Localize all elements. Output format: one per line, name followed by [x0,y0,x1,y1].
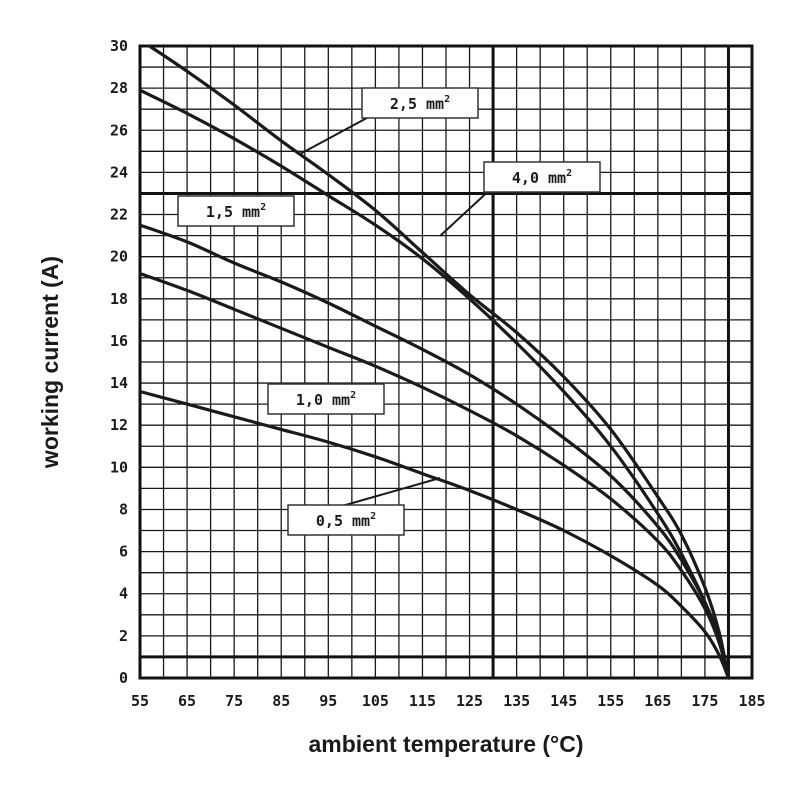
series-label-box [267,383,385,415]
series-line-15-mm2 [138,223,731,680]
series-label-text: 1,5 mm2 [206,202,266,221]
y-tick-label: 30 [110,37,128,55]
series-line-25-mm2 [147,44,731,680]
series-label-text: 1,0 mm2 [296,390,356,409]
series-label-10-mm2: 1,0 mm2 [267,383,385,415]
x-tick-label: 175 [691,692,718,710]
series-label-superscript: 2 [350,390,356,401]
series-label-main: 0,5 mm [316,512,370,530]
x-tick-label: 75 [225,692,243,710]
series-label-main: 2,5 mm [390,95,444,113]
y-tick-label: 2 [119,627,128,645]
y-tick-label: 14 [110,374,128,392]
x-tick-label: 85 [272,692,290,710]
x-tick-label: 105 [362,692,389,710]
series-label-text: 4,0 mm2 [512,168,572,187]
series-label-text: 2,5 mm2 [390,94,450,113]
series-line-40-mm2 [138,88,731,680]
leader-line-40 [439,185,495,237]
series-label-15-mm2: 1,5 mm2 [177,195,295,227]
x-tick-label: 145 [550,692,577,710]
y-tick-label: 0 [119,669,128,687]
y-tick-label: 22 [110,206,128,224]
y-tick-label: 10 [110,458,128,476]
y-tick-label: 16 [110,332,128,350]
grid-major [140,46,752,678]
series-label-superscript: 2 [260,202,266,213]
series-label-box [287,504,405,536]
y-tick-label: 18 [110,290,128,308]
y-axis-title: working current (A) [37,256,63,469]
series-layer [138,44,731,680]
x-tick-labels: 55 65 75 85 95 105 115 125 135 145 155 165 175 185 [131,692,766,710]
y-tick-label: 4 [119,585,128,603]
series-label-25-mm2: 2,5 mm2 [361,87,479,119]
y-tick-label: 20 [110,248,128,266]
series-label-box [361,87,479,119]
y-tick-label: 24 [110,163,128,181]
series-line-10-mm2 [138,271,731,680]
y-tick-label: 28 [110,79,128,97]
series-label-superscript: 2 [444,94,450,105]
y-tick-label: 26 [110,121,128,139]
y-tick-label: 12 [110,416,128,434]
series-label-05-mm2: 0,5 mm2 [287,504,405,536]
x-tick-label: 165 [644,692,671,710]
series-label-superscript: 2 [566,168,572,179]
series-line-05-mm2 [138,389,731,680]
x-tick-label: 115 [409,692,436,710]
x-tick-label: 65 [178,692,196,710]
x-axis-title: ambient temperature (°C) [308,731,583,757]
series-label-40-mm2: 4,0 mm2 [483,161,601,193]
x-tick-label: 155 [597,692,624,710]
plot-frame [138,44,754,680]
y-tick-label: 6 [119,543,128,561]
series-label-box [483,161,601,193]
x-tick-label: 95 [319,692,337,710]
x-tick-label: 125 [456,692,483,710]
y-tick-label: 8 [119,500,128,518]
x-tick-label: 55 [131,692,149,710]
series-label-main: 1,0 mm [296,391,350,409]
leader-line-25 [299,111,379,155]
x-tick-label: 135 [503,692,530,710]
x-tick-label: 185 [738,692,765,710]
series-label-main: 4,0 mm [512,169,566,187]
series-label-main: 1,5 mm [206,203,260,221]
series-label-text: 0,5 mm2 [316,511,376,530]
series-label-box [177,195,295,227]
series-label-superscript: 2 [370,511,376,522]
